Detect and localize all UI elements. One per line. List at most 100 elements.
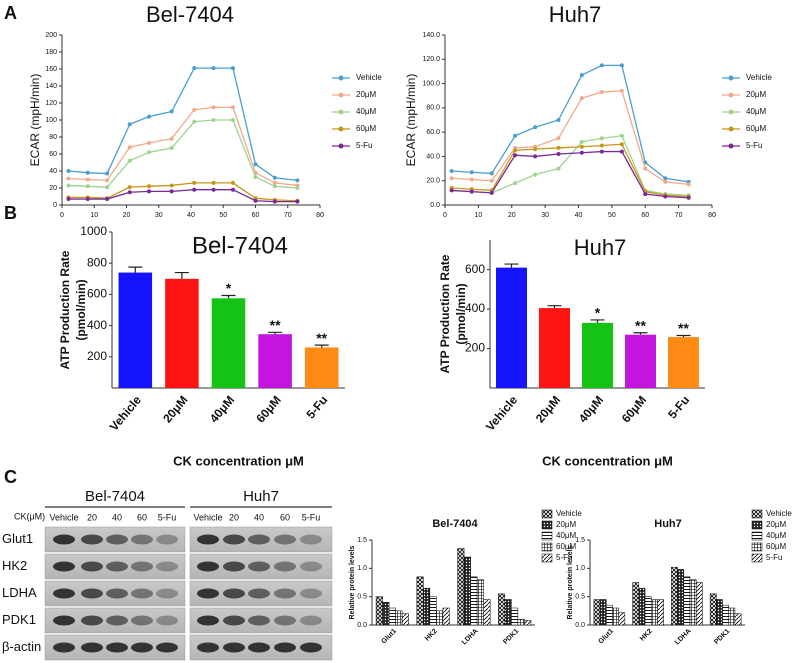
data-point [556, 152, 561, 156]
blot-band [53, 642, 75, 653]
x-tick-label: HK2 [639, 628, 654, 643]
data-point [147, 184, 152, 189]
blot-band [197, 615, 219, 626]
data-point [66, 176, 71, 181]
error-bar [633, 332, 648, 335]
data-point [686, 182, 691, 187]
blot-band [197, 561, 219, 572]
blot-band [53, 561, 75, 572]
data-point [556, 145, 561, 150]
y-axis-label: Relative protein levels [567, 545, 574, 619]
blot-band [300, 561, 322, 572]
blot-band [274, 588, 296, 599]
y-tick-label: 80 [49, 134, 57, 141]
data-point [579, 144, 584, 149]
bar [258, 334, 292, 388]
legend-swatch [751, 520, 763, 530]
significance-label: ** [635, 317, 646, 333]
y-tick-label: 140.0 [422, 32, 440, 39]
bar [644, 596, 652, 626]
data-point [169, 136, 174, 141]
blot-band [156, 561, 178, 572]
bar [511, 607, 519, 626]
series-line [451, 150, 689, 199]
data-point [192, 187, 197, 192]
series-line [68, 67, 298, 181]
x-tick-label: 60μM [619, 393, 649, 426]
blot-band [223, 642, 245, 653]
blot-row-label: PDK1 [2, 612, 36, 627]
legend-marker [338, 109, 344, 115]
x-tick-label: 40μM [207, 393, 237, 426]
x-tick-label: HK2 [424, 628, 439, 643]
data-point [489, 178, 494, 183]
chart-title: Bel-7404 [146, 2, 234, 27]
blot-band [156, 615, 178, 626]
legend-label: Vehicle [766, 509, 792, 518]
data-point [127, 122, 132, 127]
data-point [230, 118, 235, 122]
series-line [451, 64, 689, 183]
data-point [619, 142, 624, 147]
x-tick-label: Vehicle [483, 393, 521, 434]
bar [304, 347, 339, 388]
data-point [619, 149, 624, 154]
error-bar [504, 263, 519, 268]
bar [668, 337, 699, 388]
data-point [533, 172, 538, 177]
blot-lane-label: 60 [137, 512, 147, 522]
blot-lane-label: 40 [112, 512, 122, 522]
legend-label: Vehicle [556, 509, 582, 518]
bar [728, 607, 736, 626]
y-tick-label: 600 [465, 262, 485, 276]
x-tick-label: 5-Fu [665, 393, 692, 421]
legend-swatch [751, 542, 763, 552]
data-point [211, 105, 216, 110]
legend-marker [728, 109, 734, 115]
bar [625, 334, 656, 388]
bar [388, 607, 396, 626]
blot-band [106, 642, 128, 653]
y-tick-label: 60 [49, 151, 57, 158]
data-point [533, 125, 538, 130]
data-point [253, 174, 258, 179]
blot-lane-label: 40 [254, 512, 264, 522]
data-point [272, 175, 277, 180]
data-point [449, 188, 454, 193]
y-tick-label: 20 [49, 185, 57, 192]
legend-label: 40μM [746, 107, 767, 116]
blot-band [223, 588, 245, 599]
bar [470, 576, 478, 626]
data-point [192, 119, 197, 124]
error-bar [676, 334, 691, 338]
legend-swatch [541, 553, 553, 563]
blot-band [274, 534, 296, 545]
data-point [127, 158, 132, 163]
data-point [663, 176, 668, 181]
data-point [619, 88, 624, 93]
data-point [533, 154, 538, 159]
data-point [556, 136, 561, 141]
blot-band [248, 534, 270, 545]
y-tick-label: 120 [45, 100, 57, 107]
blot-band [248, 642, 270, 653]
x-tick-label: 70 [284, 212, 292, 219]
error-bar [221, 294, 236, 299]
series-line [451, 90, 689, 186]
bar [416, 576, 424, 626]
data-point [85, 184, 90, 189]
blot-row-label: β-actin [2, 639, 41, 654]
data-point [295, 186, 300, 190]
legend-label: 60μM [766, 542, 787, 551]
data-point [147, 150, 152, 155]
x-tick-label: Vehicle [107, 393, 145, 434]
blot-band [106, 615, 128, 626]
legend-label: Vehicle [356, 73, 382, 82]
blot-band [274, 561, 296, 572]
data-point [556, 166, 561, 171]
y-tick-label: 800 [87, 255, 107, 269]
blot-band [248, 561, 270, 572]
blot-band [156, 588, 178, 599]
significance-label: * [226, 280, 232, 296]
chart-title: Bel-7404 [192, 232, 288, 259]
